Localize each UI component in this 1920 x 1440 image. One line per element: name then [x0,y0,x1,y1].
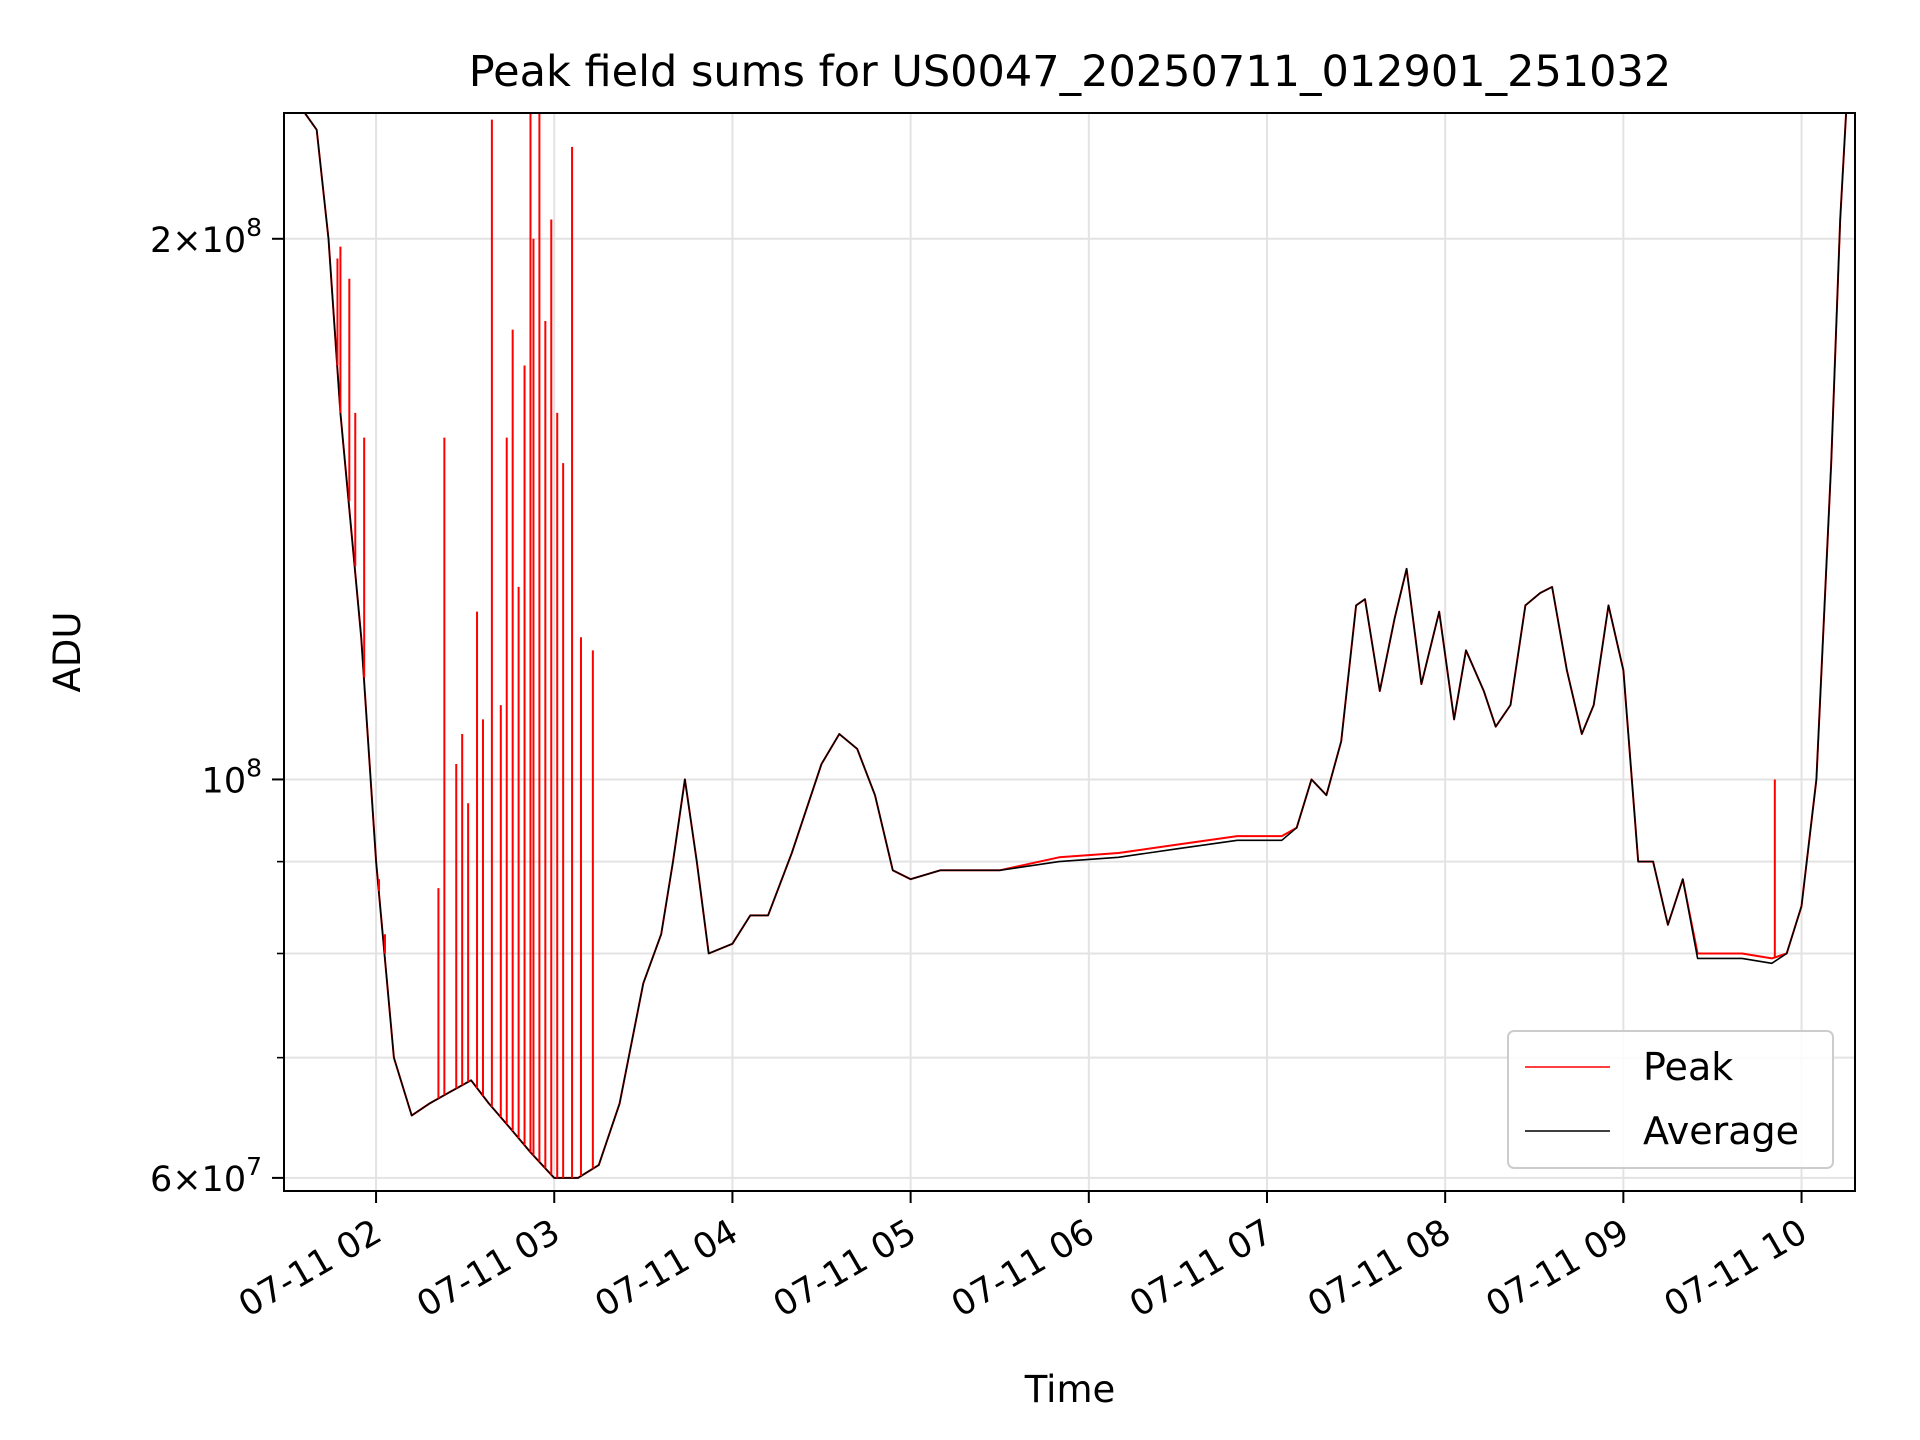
y-tick-label: 108 [202,753,262,801]
y-axis-ticks: 6×107 108 2×108 [150,213,284,1200]
legend-label-average: Average [1643,1109,1799,1153]
legend-box [1507,1030,1834,1169]
x-axis-label: Time [1024,1368,1116,1411]
y-axis-label: ADU [46,612,89,693]
legend-label-peak: Peak [1643,1045,1733,1089]
legend: Peak Average [1507,1030,1834,1169]
chart-title: Peak field sums for US0047_20250711_0129… [469,47,1672,97]
plot-frame [283,112,1856,1192]
series-group [284,112,1855,1179]
y-tick-label: 2×108 [150,213,262,261]
series-line-average [284,112,1855,1179]
y-tick-label: 6×107 [150,1152,262,1200]
